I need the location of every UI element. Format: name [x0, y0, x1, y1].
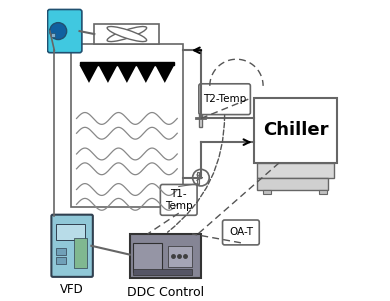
FancyBboxPatch shape	[160, 185, 197, 215]
Text: T2-Temp: T2-Temp	[203, 94, 246, 104]
FancyBboxPatch shape	[223, 220, 259, 245]
Polygon shape	[155, 65, 174, 83]
Bar	[257, 178, 328, 190]
Bar	[257, 163, 334, 178]
Polygon shape	[98, 65, 117, 83]
Circle shape	[50, 23, 67, 39]
Bar	[94, 24, 160, 45]
Bar	[197, 172, 199, 184]
Polygon shape	[117, 65, 136, 83]
Bar	[56, 248, 66, 255]
Text: VFD: VFD	[60, 283, 84, 296]
Bar	[254, 98, 337, 163]
Text: Chiller: Chiller	[263, 121, 328, 139]
FancyBboxPatch shape	[48, 9, 82, 53]
Bar	[74, 238, 87, 268]
FancyBboxPatch shape	[199, 84, 250, 115]
Bar	[168, 246, 192, 266]
Bar	[263, 190, 271, 194]
Bar	[319, 190, 327, 194]
Bar	[56, 224, 85, 240]
Bar	[133, 243, 162, 272]
Circle shape	[193, 169, 209, 186]
Bar	[56, 257, 66, 264]
Bar	[51, 33, 55, 37]
Bar	[80, 62, 174, 65]
Bar	[133, 269, 192, 275]
Text: OA-T: OA-T	[229, 228, 253, 237]
Ellipse shape	[107, 26, 147, 42]
Text: T1-
Temp: T1- Temp	[165, 189, 193, 211]
Ellipse shape	[107, 26, 147, 42]
Bar	[199, 110, 202, 127]
Bar	[130, 234, 201, 278]
Polygon shape	[136, 65, 155, 83]
Polygon shape	[80, 65, 98, 83]
Bar	[71, 45, 183, 207]
Text: DDC Control: DDC Control	[127, 286, 204, 299]
FancyBboxPatch shape	[51, 215, 93, 277]
